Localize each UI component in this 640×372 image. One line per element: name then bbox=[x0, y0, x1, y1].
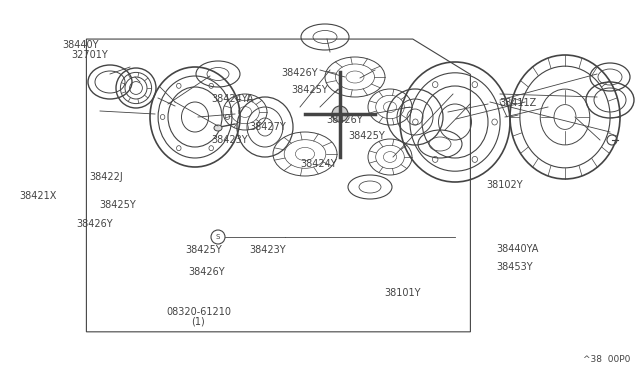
Text: 32701Y: 32701Y bbox=[72, 49, 108, 60]
Text: (1): (1) bbox=[191, 317, 204, 327]
Text: 38425Y: 38425Y bbox=[99, 200, 136, 210]
Ellipse shape bbox=[214, 125, 222, 131]
Text: 38423Y: 38423Y bbox=[250, 245, 286, 255]
Text: 38425Y: 38425Y bbox=[291, 85, 328, 95]
Text: 38426Y: 38426Y bbox=[189, 267, 225, 277]
Text: S: S bbox=[216, 234, 220, 240]
Text: 38422J: 38422J bbox=[90, 172, 124, 182]
Text: 38426Y: 38426Y bbox=[77, 219, 113, 229]
Text: 38440YA: 38440YA bbox=[496, 244, 538, 254]
Text: 38440Y: 38440Y bbox=[63, 40, 99, 50]
Text: 38425Y: 38425Y bbox=[186, 245, 222, 255]
Text: 38426Y: 38426Y bbox=[282, 68, 318, 78]
Text: 38424Y: 38424Y bbox=[301, 159, 337, 169]
Text: 38423Y: 38423Y bbox=[211, 135, 248, 145]
Text: 38421X: 38421X bbox=[19, 191, 56, 201]
Text: 38453Y: 38453Y bbox=[496, 262, 532, 272]
Text: 38425Y: 38425Y bbox=[349, 131, 385, 141]
Text: 38427Y: 38427Y bbox=[250, 122, 286, 132]
Text: 38424YA: 38424YA bbox=[211, 94, 253, 104]
Ellipse shape bbox=[332, 106, 348, 122]
Text: 38411Z: 38411Z bbox=[499, 98, 536, 108]
Text: 08320-61210: 08320-61210 bbox=[166, 307, 232, 317]
Text: 38102Y: 38102Y bbox=[486, 180, 523, 190]
Text: ^38  00P0: ^38 00P0 bbox=[582, 355, 630, 364]
Text: 38101Y: 38101Y bbox=[384, 288, 420, 298]
Text: 38426Y: 38426Y bbox=[326, 115, 363, 125]
